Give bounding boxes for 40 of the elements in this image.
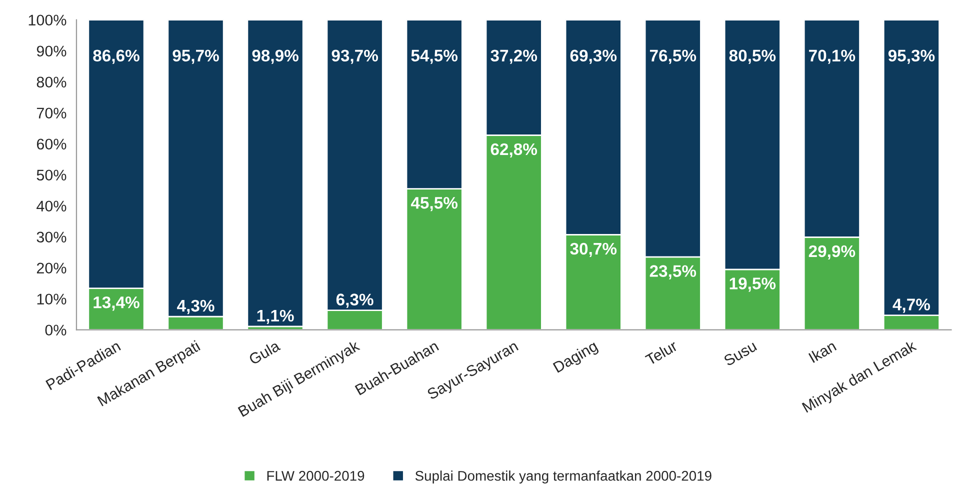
y-tick-label: 50%: [36, 170, 66, 181]
data-label: 62,8%: [490, 143, 538, 158]
y-tick-label: 0%: [45, 324, 66, 336]
data-label: 4,7%: [892, 298, 930, 313]
y-tick-label: 30%: [36, 232, 66, 243]
y-tick-label: 90%: [36, 46, 66, 57]
x-tick-label: Gula: [248, 340, 281, 366]
data-label: 19,5%: [730, 278, 776, 292]
data-label: 69,3%: [570, 50, 617, 64]
y-tick-label: 60%: [36, 138, 66, 150]
y-tick-label: 70%: [36, 108, 66, 119]
y-tick-label: 80%: [36, 76, 66, 88]
data-label: 23,5%: [650, 265, 696, 280]
data-label: 30,7%: [570, 242, 617, 258]
data-label: 6,3%: [336, 294, 374, 308]
data-label: 13,4%: [94, 296, 140, 311]
data-label: 93,7%: [332, 50, 378, 64]
x-tick-label: Susu: [723, 340, 758, 366]
data-label: 29,9%: [808, 245, 856, 260]
data-label: 37,2%: [490, 50, 538, 64]
data-label: 70,1%: [809, 50, 856, 64]
data-label: 76,5%: [650, 50, 696, 64]
legend-label: Suplai Domestik yang termanfaatkan 2000-2019: [415, 470, 712, 484]
y-tick-label: 20%: [36, 262, 66, 274]
x-tick-label: Telur: [644, 340, 678, 366]
data-label: 95,3%: [888, 50, 935, 64]
data-label: 80,5%: [729, 50, 776, 64]
data-label: 1,1%: [257, 310, 294, 324]
data-label: 54,5%: [411, 50, 458, 64]
legend-label: FLW 2000-2019: [267, 470, 364, 481]
y-tick-label: 100%: [28, 14, 66, 26]
data-label: 45,5%: [410, 197, 458, 212]
data-label: 95,7%: [172, 50, 219, 64]
y-tick-label: 10%: [37, 294, 66, 305]
x-tick-label: Ikan: [808, 340, 837, 364]
data-label: 86,6%: [93, 50, 140, 64]
data-label: 4,3%: [177, 300, 214, 314]
bar: [246, 20, 304, 328]
y-tick-label: 40%: [36, 200, 66, 212]
data-label: 98,9%: [252, 50, 298, 64]
